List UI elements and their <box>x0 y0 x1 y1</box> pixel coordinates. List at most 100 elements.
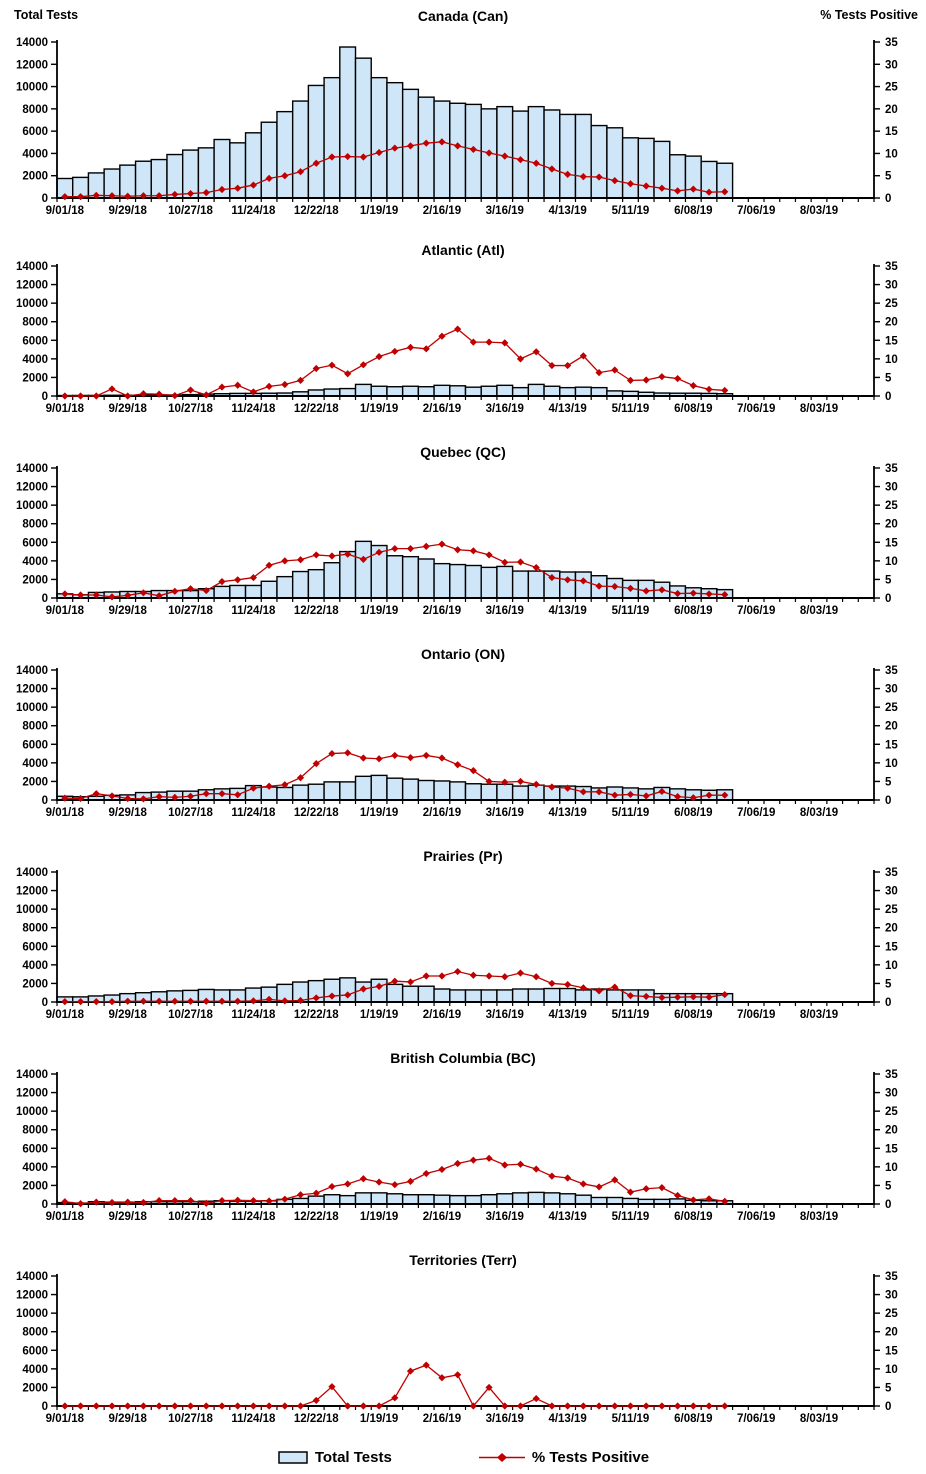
svg-text:1/19/19: 1/19/19 <box>360 1009 398 1021</box>
chart-title: British Columbia (BC) <box>390 1050 536 1066</box>
svg-text:5/11/19: 5/11/19 <box>612 605 650 617</box>
svg-text:1/19/19: 1/19/19 <box>360 1211 398 1223</box>
svg-text:11/24/18: 11/24/18 <box>231 1211 276 1223</box>
svg-text:30: 30 <box>885 886 898 898</box>
svg-text:8000: 8000 <box>22 519 48 531</box>
svg-text:14000: 14000 <box>16 261 48 273</box>
svg-text:4/13/19: 4/13/19 <box>548 205 586 217</box>
svg-text:25: 25 <box>885 500 898 512</box>
svg-text:5/11/19: 5/11/19 <box>612 403 650 415</box>
svg-text:6/08/19: 6/08/19 <box>674 605 712 617</box>
svg-text:6/08/19: 6/08/19 <box>674 1413 712 1425</box>
svg-text:8/03/19: 8/03/19 <box>800 807 838 819</box>
line-marker-icon <box>478 1452 525 1462</box>
svg-text:14000: 14000 <box>16 463 48 475</box>
svg-text:2/16/19: 2/16/19 <box>423 205 461 217</box>
svg-text:0: 0 <box>42 593 48 605</box>
svg-text:9/29/18: 9/29/18 <box>109 1009 148 1021</box>
svg-text:2/16/19: 2/16/19 <box>423 1211 461 1223</box>
svg-text:2000: 2000 <box>22 372 48 384</box>
svg-text:6000: 6000 <box>22 739 48 751</box>
svg-text:9/01/18: 9/01/18 <box>46 807 85 819</box>
svg-text:9/29/18: 9/29/18 <box>109 403 148 415</box>
svg-text:10/27/18: 10/27/18 <box>168 1211 213 1223</box>
svg-text:9/01/18: 9/01/18 <box>46 1211 85 1223</box>
svg-text:0: 0 <box>42 795 48 807</box>
svg-text:4000: 4000 <box>22 960 48 972</box>
chart-title: Prairies (Pr) <box>423 848 503 864</box>
left-axis-title: Total Tests <box>14 8 79 22</box>
svg-text:2000: 2000 <box>22 574 48 586</box>
canada-chart-canvas: 0 2000 4000 6000 8000 10000 12000 14000 0 5 10 15 20… <box>16 37 898 217</box>
svg-text:5/11/19: 5/11/19 <box>612 1211 650 1223</box>
svg-text:30: 30 <box>885 482 898 494</box>
svg-text:12/22/18: 12/22/18 <box>294 1413 339 1425</box>
svg-text:1/19/19: 1/19/19 <box>360 403 398 415</box>
svg-text:14000: 14000 <box>16 37 48 49</box>
svg-text:2000: 2000 <box>22 978 48 990</box>
prairies-chart-canvas: 0 2000 4000 6000 8000 10000 12000 14000 0 5 10 15 20… <box>16 867 898 1021</box>
svg-text:4000: 4000 <box>22 148 48 160</box>
ontario-chart-canvas: 0 2000 4000 6000 8000 10000 12000 14000 0 5 10 15 20… <box>16 665 898 819</box>
svg-text:8000: 8000 <box>22 104 48 116</box>
svg-text:1/19/19: 1/19/19 <box>360 205 398 217</box>
svg-text:10/27/18: 10/27/18 <box>168 807 213 819</box>
svg-text:2000: 2000 <box>22 776 48 788</box>
svg-text:10000: 10000 <box>16 500 48 512</box>
svg-text:35: 35 <box>885 1271 898 1283</box>
svg-text:20: 20 <box>885 317 898 329</box>
svg-text:4000: 4000 <box>22 354 48 366</box>
svg-text:9/29/18: 9/29/18 <box>109 205 148 217</box>
svg-text:15: 15 <box>885 1143 898 1155</box>
svg-text:30: 30 <box>885 280 898 292</box>
svg-text:25: 25 <box>885 904 898 916</box>
svg-text:4000: 4000 <box>22 758 48 770</box>
chart-title: Atlantic (Atl) <box>421 242 505 258</box>
svg-text:5/11/19: 5/11/19 <box>612 1413 650 1425</box>
svg-text:6000: 6000 <box>22 335 48 347</box>
svg-text:0: 0 <box>885 193 891 205</box>
svg-text:6000: 6000 <box>22 1345 48 1357</box>
svg-text:0: 0 <box>42 997 48 1009</box>
svg-text:6/08/19: 6/08/19 <box>674 807 712 819</box>
svg-text:4/13/19: 4/13/19 <box>548 807 586 819</box>
svg-text:2/16/19: 2/16/19 <box>423 605 461 617</box>
svg-text:6000: 6000 <box>22 537 48 549</box>
right-axis-title: % Tests Positive <box>820 8 918 22</box>
svg-text:25: 25 <box>885 1106 898 1118</box>
svg-text:10: 10 <box>885 1162 898 1174</box>
svg-text:12/22/18: 12/22/18 <box>294 1211 339 1223</box>
svg-text:25: 25 <box>885 82 898 94</box>
svg-text:4000: 4000 <box>22 1162 48 1174</box>
svg-text:0: 0 <box>42 1401 48 1413</box>
svg-text:25: 25 <box>885 298 898 310</box>
svg-text:4/13/19: 4/13/19 <box>548 1009 586 1021</box>
svg-text:15: 15 <box>885 1345 898 1357</box>
svg-text:10: 10 <box>885 960 898 972</box>
svg-text:6/08/19: 6/08/19 <box>674 205 712 217</box>
svg-text:2/16/19: 2/16/19 <box>423 807 461 819</box>
svg-text:35: 35 <box>885 37 898 49</box>
svg-text:35: 35 <box>885 261 898 273</box>
bar-swatch-icon <box>278 1450 308 1464</box>
svg-text:4/13/19: 4/13/19 <box>548 1211 586 1223</box>
svg-text:3/16/19: 3/16/19 <box>486 205 524 217</box>
svg-text:10: 10 <box>885 758 898 770</box>
svg-text:30: 30 <box>885 684 898 696</box>
legend-label-pct-positive: % Tests Positive <box>531 1448 650 1466</box>
svg-text:0: 0 <box>885 1401 891 1413</box>
svg-text:9/29/18: 9/29/18 <box>109 1211 148 1223</box>
chart-legend: Total Tests % Tests Positive <box>0 1440 926 1474</box>
svg-text:0: 0 <box>42 1199 48 1211</box>
svg-text:0: 0 <box>42 193 48 205</box>
svg-text:10/27/18: 10/27/18 <box>168 605 213 617</box>
territories-chart-canvas: 0 2000 4000 6000 8000 10000 12000 14000 0 5 10 15 20… <box>16 1271 898 1425</box>
svg-text:2000: 2000 <box>22 1382 48 1394</box>
svg-text:8000: 8000 <box>22 317 48 329</box>
svg-text:1/19/19: 1/19/19 <box>360 1413 398 1425</box>
svg-text:3/16/19: 3/16/19 <box>486 1413 524 1425</box>
svg-text:8/03/19: 8/03/19 <box>800 1009 838 1021</box>
svg-text:8000: 8000 <box>22 721 48 733</box>
svg-text:6000: 6000 <box>22 1143 48 1155</box>
svg-text:10: 10 <box>885 1364 898 1376</box>
